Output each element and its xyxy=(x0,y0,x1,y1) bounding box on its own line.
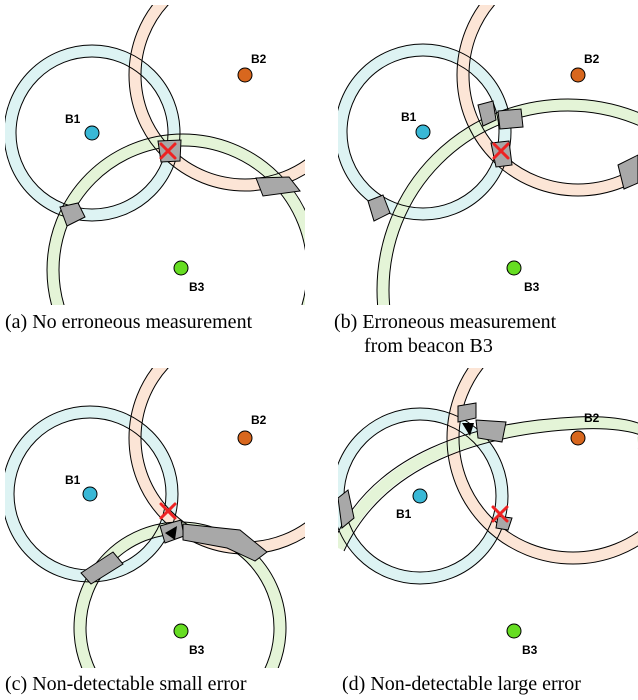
beacon-b1 xyxy=(82,486,98,502)
overlap-region xyxy=(457,402,477,423)
caption-text: (b) Erroneous measurement xyxy=(334,311,557,333)
position-estimate-marker xyxy=(159,502,177,520)
caption-text: (a) No erroneous measurement xyxy=(5,311,253,333)
position-estimate-marker xyxy=(159,142,177,160)
beacon-b3 xyxy=(173,260,189,276)
position-estimate-marker xyxy=(491,505,509,523)
ring-b1 xyxy=(5,45,180,221)
ring-b1 xyxy=(338,44,511,220)
panel-d: B1 B2 B3 (d) Non-detectable large error xyxy=(338,368,638,695)
beacon-b2-label: B2 xyxy=(251,413,267,427)
beacon-b2-label: B2 xyxy=(584,411,600,425)
ring-b3 xyxy=(377,99,638,305)
beacon-b1 xyxy=(84,125,100,141)
overlap-region xyxy=(477,100,497,127)
panel-b-caption: (b) Erroneous measurement from beacon B3 xyxy=(334,310,556,358)
panel-c-caption: (c) Non-detectable small error xyxy=(5,672,247,696)
beacon-b2 xyxy=(570,430,586,446)
beacon-b3 xyxy=(173,623,189,639)
beacon-b1-label: B1 xyxy=(65,112,81,126)
caption-text-line2: from beacon B3 xyxy=(364,335,493,357)
overlap-region xyxy=(182,523,268,562)
beacon-b3-label: B3 xyxy=(189,643,205,657)
overlap-region xyxy=(475,419,507,443)
beacon-b1 xyxy=(415,124,431,140)
ring-b3 xyxy=(47,134,305,305)
ring-b1 xyxy=(338,408,508,584)
position-estimate-marker xyxy=(492,142,510,160)
beacon-b2 xyxy=(237,67,253,83)
beacon-b3 xyxy=(506,623,522,639)
panel-c-diagram: B1 B2 B3 xyxy=(5,368,305,668)
ring-b2 xyxy=(447,368,638,564)
overlap-region xyxy=(80,551,124,585)
overlap-region xyxy=(495,515,513,531)
beacon-b1-label: B1 xyxy=(396,507,412,521)
overlap-region xyxy=(367,194,391,222)
ring-b2 xyxy=(129,5,305,191)
caption-text: (c) Non-detectable small error xyxy=(5,673,247,695)
beacon-b3 xyxy=(506,260,522,276)
overlap-region xyxy=(338,489,355,529)
panel-a-caption: (a) No erroneous measurement xyxy=(5,310,252,334)
ring-b2 xyxy=(457,5,638,196)
panel-a-diagram: B1 B2 B3 xyxy=(5,5,305,305)
panel-d-caption: (d) Non-detectable large error xyxy=(342,672,581,696)
ring-b3 xyxy=(338,416,638,551)
panel-d-diagram: B1 B2 B3 xyxy=(338,368,638,657)
overlap-region xyxy=(497,108,524,130)
panel-c: B1 B2 B3 (c) Non-detectable small error xyxy=(5,368,305,695)
panel-b: B1 B2 B3 (b) Erroneous measurement from … xyxy=(334,5,638,357)
ambiguity-region xyxy=(165,526,177,540)
beacon-b1-label: B1 xyxy=(65,473,81,487)
overlap-region xyxy=(617,154,638,190)
ambiguity-region xyxy=(462,423,474,436)
overlap-region xyxy=(59,202,86,227)
beacon-b2-label: B2 xyxy=(251,52,267,66)
beacon-b3-label: B3 xyxy=(189,280,205,294)
beacon-b3-label: B3 xyxy=(524,280,540,294)
beacon-b1-label: B1 xyxy=(401,110,417,124)
caption-text: (d) Non-detectable large error xyxy=(342,673,581,695)
panel-a: B1 B2 B3 (a) No erroneous measurement xyxy=(5,5,305,333)
overlap-region xyxy=(255,176,301,197)
beacon-b2 xyxy=(237,430,253,446)
beacon-b3-label: B3 xyxy=(522,643,538,657)
beacon-b2-label: B2 xyxy=(584,52,600,66)
beacon-b1 xyxy=(412,488,428,504)
beacon-b2 xyxy=(570,67,586,83)
panel-b-diagram: B1 B2 B3 xyxy=(338,5,638,305)
